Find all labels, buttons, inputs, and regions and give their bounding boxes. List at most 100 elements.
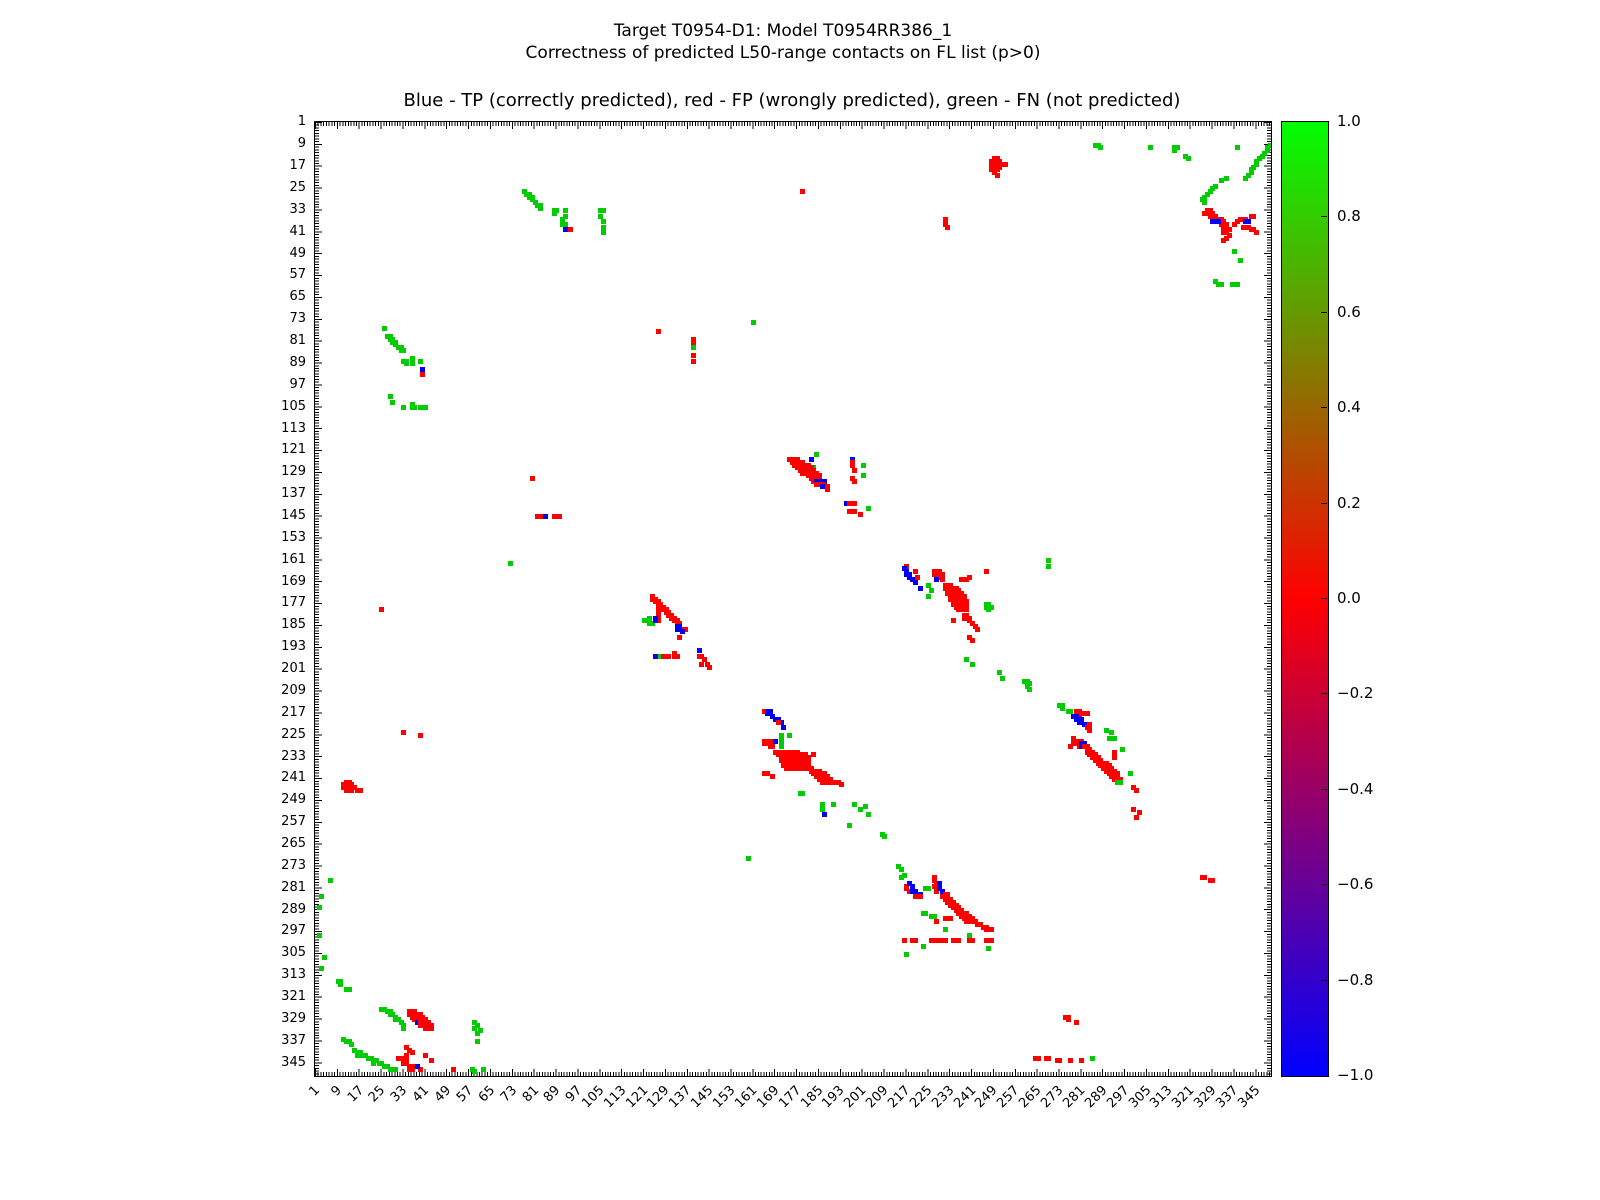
contact-point-fn xyxy=(398,347,404,353)
contact-point-fp xyxy=(415,1011,420,1017)
contact-point-fp xyxy=(986,927,992,933)
contact-point-fn xyxy=(1098,145,1104,151)
contact-point-fp xyxy=(1226,227,1232,233)
contact-point-fp xyxy=(991,159,997,165)
contact-point-fp xyxy=(1207,213,1213,219)
contact-point-tp xyxy=(937,880,943,886)
contact-point-fp xyxy=(406,1066,412,1072)
contact-point-fn xyxy=(896,864,902,870)
contact-point-fp xyxy=(671,653,677,659)
contact-point-fp xyxy=(786,760,792,766)
contact-point-fp xyxy=(784,757,790,763)
contact-point-fn xyxy=(387,394,393,400)
contact-point-fp xyxy=(945,897,951,903)
contact-point-fp xyxy=(1114,771,1120,777)
contact-point-fp xyxy=(956,938,962,944)
contact-point-fp xyxy=(958,593,964,599)
contact-point-fp xyxy=(800,757,806,763)
y-tick-label: 225 xyxy=(281,726,306,742)
contact-point-fp xyxy=(1043,1055,1049,1061)
contact-point-fp xyxy=(1202,875,1208,881)
contact-point-fn xyxy=(920,910,926,916)
contact-point-fp xyxy=(800,462,806,468)
contact-point-fn xyxy=(322,954,328,960)
contact-point-tp xyxy=(1076,719,1082,725)
contact-point-fp xyxy=(404,1044,410,1050)
contact-point-fp xyxy=(803,760,809,766)
contact-point-tp xyxy=(778,719,784,725)
contact-point-fp xyxy=(800,465,806,471)
contact-point-tp xyxy=(907,880,913,886)
contact-point-fp xyxy=(781,752,787,758)
contact-point-fp xyxy=(1087,752,1093,758)
contact-point-fp xyxy=(1213,213,1219,219)
contact-point-fn xyxy=(882,834,888,840)
contact-point-tp xyxy=(652,615,658,621)
contact-point-fp xyxy=(349,782,355,788)
contact-point-fp xyxy=(1081,711,1087,717)
contact-point-fp xyxy=(423,1020,429,1026)
contact-point-fp xyxy=(420,1022,426,1028)
contact-point-fp xyxy=(551,514,557,520)
contact-point-tp xyxy=(415,1020,420,1026)
contact-point-fp xyxy=(967,938,973,944)
contact-point-tp xyxy=(1243,219,1249,225)
contact-point-fn xyxy=(1202,200,1208,206)
colorbar-tick-label: −0.8 xyxy=(1337,970,1374,989)
contact-point-fp xyxy=(412,1009,418,1015)
contact-point-fp xyxy=(696,653,702,659)
contact-point-fp xyxy=(904,883,910,889)
contact-point-fp xyxy=(794,459,800,465)
contact-point-fn xyxy=(529,197,535,203)
contact-point-fp xyxy=(983,927,989,933)
contact-point-fp xyxy=(568,227,574,233)
colorbar-tick xyxy=(1321,311,1327,313)
contact-point-fp xyxy=(953,596,959,602)
contact-point-fp xyxy=(994,156,1000,162)
contact-point-fp xyxy=(794,757,800,763)
y-tick-label: 153 xyxy=(281,529,306,545)
contact-point-fp xyxy=(942,582,948,588)
contact-point-fp xyxy=(349,785,355,791)
contact-point-fp xyxy=(1133,787,1139,793)
contact-point-fp xyxy=(1073,708,1079,714)
contact-point-fp xyxy=(958,599,964,605)
contact-point-fp xyxy=(961,916,967,922)
contact-point-fn xyxy=(527,194,533,200)
contact-point-fp xyxy=(811,476,817,482)
contact-point-fp xyxy=(674,618,680,624)
contact-point-fp xyxy=(1098,760,1104,766)
contact-point-fp xyxy=(1084,724,1090,730)
y-tick-label: 257 xyxy=(281,814,306,830)
contact-point-fp xyxy=(803,465,809,471)
contact-point-fp xyxy=(797,752,803,758)
contact-point-fp xyxy=(346,782,352,788)
contact-point-fp xyxy=(797,462,803,468)
contact-point-fn xyxy=(1218,282,1224,288)
contact-point-fp xyxy=(945,591,951,597)
contact-point-fp xyxy=(1112,749,1118,755)
contact-point-fp xyxy=(789,765,795,771)
contact-point-fp xyxy=(942,222,948,227)
contact-point-fn xyxy=(1213,279,1219,285)
contact-point-fp xyxy=(849,462,855,468)
contact-point-fn xyxy=(1235,145,1241,151)
contact-point-fp xyxy=(1092,752,1098,758)
contact-point-fp xyxy=(961,612,967,618)
contact-point-fp xyxy=(961,913,967,919)
contact-point-fn xyxy=(551,208,557,214)
y-tick-label: 345 xyxy=(281,1054,306,1070)
contact-point-fn xyxy=(1243,175,1249,181)
contact-point-fp xyxy=(808,470,814,476)
y-tick-label: 113 xyxy=(281,420,306,436)
contact-point-fn xyxy=(964,656,970,662)
contact-point-fp xyxy=(1109,774,1115,780)
contact-point-fn xyxy=(469,1066,475,1072)
contact-point-tp xyxy=(912,580,918,586)
contact-point-fn xyxy=(363,1052,369,1058)
contact-point-fp xyxy=(658,604,664,610)
contact-point-fn xyxy=(387,336,393,342)
contact-point-fn xyxy=(1065,708,1071,714)
y-tick-label: 33 xyxy=(289,201,306,217)
x-axis-bottom-major-ticks xyxy=(315,1069,1271,1076)
